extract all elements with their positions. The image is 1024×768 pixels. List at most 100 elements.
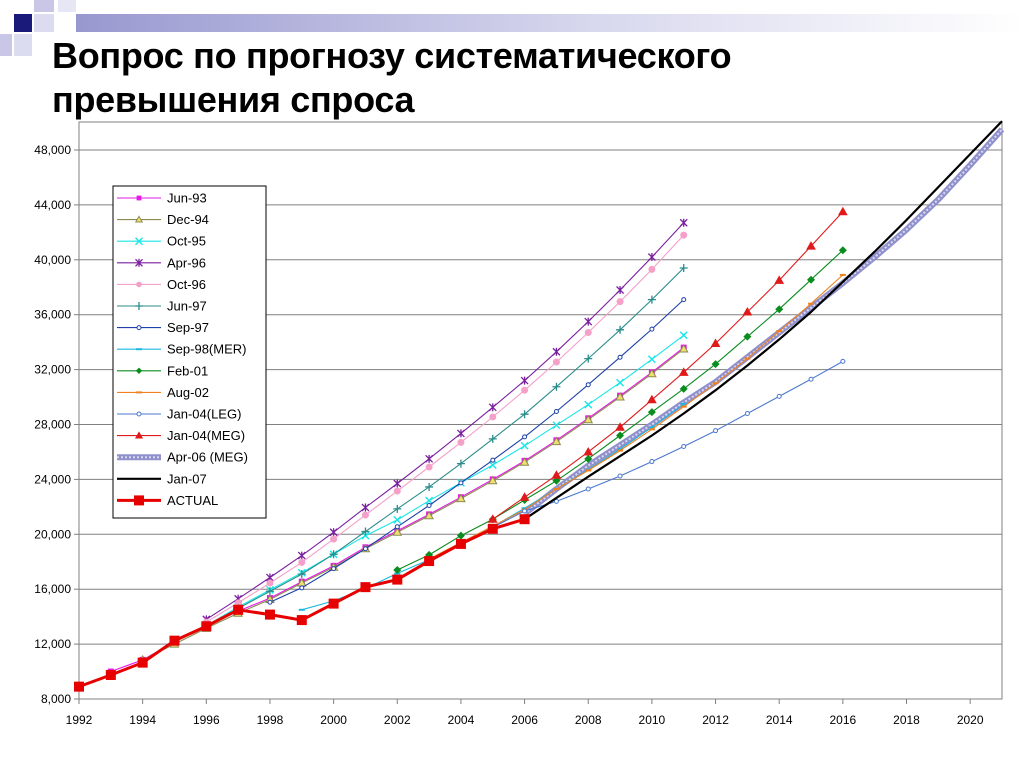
series-aug-02 [426,273,846,561]
marker [522,508,528,514]
legend-entry: Apr-06 (MEG) [117,450,248,465]
marker [680,231,688,239]
series-sep-98-mer [298,402,687,611]
legend: Jun-93 Dec-94 Oct-95 Apr-96 Oct-96 Jun-97 Sep-… [112,185,267,519]
marker [424,556,435,567]
legend-label: Jan-07 [167,471,207,486]
marker [519,492,530,501]
marker [455,538,466,549]
marker [456,429,465,438]
series-actual [74,514,530,692]
x-tick-label: 2004 [448,713,475,727]
marker [838,246,847,255]
legend-label: Jun-97 [167,299,207,314]
legend-label: Apr-96 [167,255,206,270]
marker [617,354,623,360]
marker [808,376,814,382]
series-line [492,211,844,520]
marker [296,615,307,626]
series-jan-07 [523,120,1003,521]
marker [615,392,625,401]
marker [424,510,434,520]
marker [521,386,529,394]
series-jan-04-leg [490,358,846,530]
marker [710,338,721,348]
legend-entry: Apr-96 [117,255,206,270]
x-tick-label: 2000 [320,713,347,727]
legend-entry: Jan-04(LEG) [117,407,241,422]
marker [647,368,657,378]
title-band [76,14,1024,32]
legend-entry: Oct-96 [117,277,206,292]
legend-entry: Jan-04(MEG) [117,428,245,443]
page-title: Вопрос по прогнозу систематического прев… [52,34,732,122]
x-tick-label: 2006 [511,713,538,727]
marker [458,480,464,486]
series-line-highlight [523,128,1003,515]
marker [456,531,465,540]
legend-entry: Oct-95 [117,234,206,249]
marker [551,436,562,446]
marker [136,411,142,417]
x-tick-label: 2020 [957,713,984,727]
corner-square-light-3 [34,14,54,32]
marker [137,657,148,668]
marker [487,514,498,523]
marker [617,473,623,479]
marker [678,367,689,376]
marker [585,486,591,492]
marker [584,454,593,463]
marker [679,218,688,227]
marker [362,546,368,552]
marker [135,367,143,374]
marker [679,264,688,273]
y-tick-label: 48,000 [34,143,71,157]
marker [234,599,242,607]
marker [681,297,687,303]
legend-entry: Aug-02 [117,385,209,400]
marker [361,503,370,512]
marker [134,215,144,223]
corner-square-light-1 [34,0,54,12]
marker [330,535,338,543]
marker [105,669,116,680]
marker [679,331,688,340]
y-tick-label: 8,000 [41,692,71,706]
x-tick-label: 2016 [830,713,857,727]
marker [169,635,180,646]
marker [744,411,750,417]
marker [134,431,144,439]
marker [647,394,657,404]
marker [648,265,656,273]
marker [649,459,655,465]
y-tick-label: 12,000 [34,637,71,651]
marker [136,325,142,331]
series-line [523,120,1003,521]
x-tick-label: 1998 [257,713,284,727]
marker [616,378,625,387]
marker [74,681,84,692]
corner-square-light-5 [58,0,76,12]
marker [520,441,529,450]
marker [490,457,496,463]
marker [584,400,593,409]
marker [457,438,465,446]
marker [774,275,785,284]
y-tick-label: 24,000 [34,472,71,486]
marker [392,574,403,585]
marker [297,551,306,560]
marker [264,609,275,620]
x-tick-label: 2014 [766,713,793,727]
y-tick-label: 16,000 [34,582,71,596]
legend-label: Sep-98(MER) [167,342,246,357]
marker [297,570,306,579]
marker [298,558,306,566]
marker [585,382,591,388]
y-tick-label: 40,000 [34,253,71,267]
y-tick-label: 28,000 [34,418,71,432]
x-tick-label: 1994 [129,713,156,727]
marker [583,446,594,456]
x-tick-label: 1992 [66,713,93,727]
marker [553,408,559,414]
